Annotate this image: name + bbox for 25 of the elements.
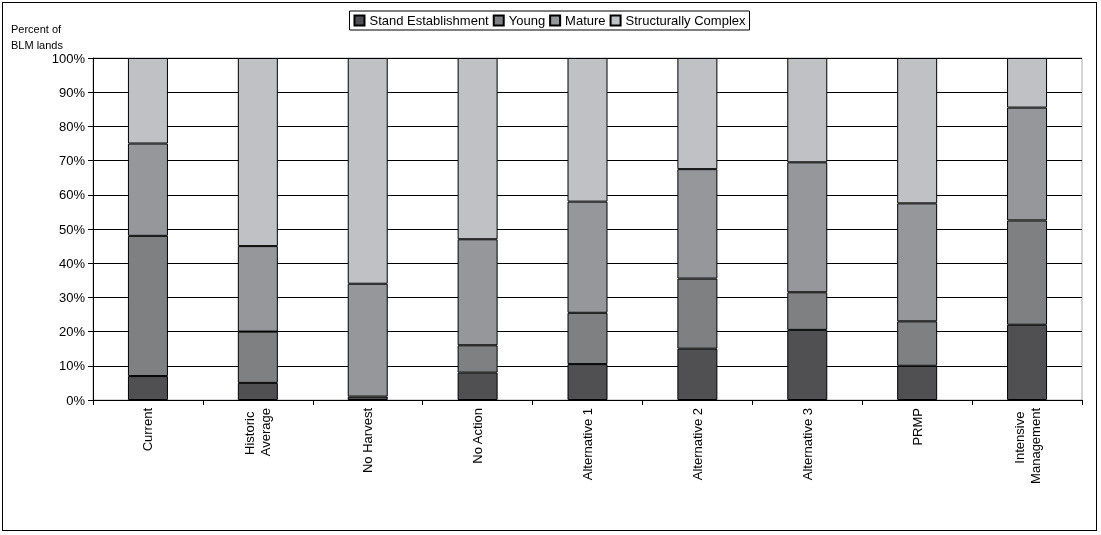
x-tick-label: No Action <box>470 408 486 464</box>
legend-label: Stand Establishment <box>369 13 490 28</box>
y-axis-title: Percent of BLM lands <box>11 23 65 51</box>
y-tick-label: 30% <box>58 289 86 305</box>
y-tick-label: 50% <box>58 221 86 237</box>
y-tick-label: 0% <box>66 392 86 408</box>
x-tick-label: Alternative 1 <box>580 408 595 481</box>
legend-label: Structurally Complex <box>625 13 747 28</box>
x-tick-label: PRMP <box>909 408 925 446</box>
y-tick-label: 90% <box>58 84 86 100</box>
x-tick-label: Alternative 3 <box>799 408 815 481</box>
x-tick-label: Current <box>140 407 156 452</box>
y-tick-label: 80% <box>58 118 86 134</box>
x-tick-label: Alternative 2 <box>689 408 705 481</box>
y-tick-label: 100% <box>51 50 86 66</box>
y-tick-label: 60% <box>58 187 86 203</box>
y-tick-label: 20% <box>58 324 86 340</box>
x-tick-label: Intensive Management <box>1011 407 1043 484</box>
y-tick-label: 70% <box>58 153 86 169</box>
y-tick-label: 10% <box>58 358 86 374</box>
y-tick-label: 40% <box>58 255 86 271</box>
legend-label: Young <box>508 13 546 28</box>
legend-label: Mature <box>565 13 606 28</box>
x-tick-label: Historic Average <box>242 408 274 457</box>
x-tick-label: No Harvest <box>360 407 376 474</box>
